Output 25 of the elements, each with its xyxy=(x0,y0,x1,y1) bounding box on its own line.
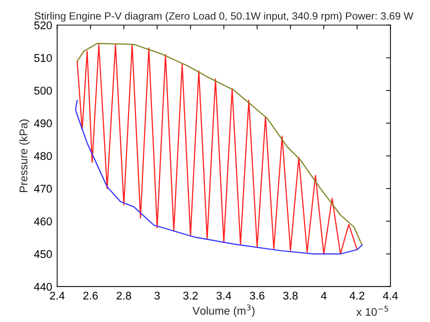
x-axis-title: Volume (m$^{3}$) xyxy=(192,304,255,317)
x-tick-label: 2.4 xyxy=(50,292,65,300)
y-tick-label: 490 xyxy=(34,119,52,128)
x-tick-label: 3.8 xyxy=(283,292,298,300)
y-tick-label: 480 xyxy=(34,152,52,160)
y-tick-label: 460 xyxy=(34,217,52,226)
x-tick-label: 4.2 xyxy=(350,292,364,300)
y-tick-label: 440 xyxy=(34,282,52,291)
y-tick-label: 510 xyxy=(34,54,52,62)
x-tick-label: 3.2 xyxy=(183,292,198,300)
y-tick-label: 470 xyxy=(34,184,52,193)
y-tick-label: 500 xyxy=(34,86,52,95)
y-axis-title: Pressure (kPa) xyxy=(19,119,30,192)
chart-title: Stirling Engine P-V diagram (Zero Load 0, 50.1W input, 340.9 rpm) Power: 3.69 W xyxy=(34,12,414,22)
x-tick-label: 3.6 xyxy=(250,292,264,300)
text: x 10$^{−5}$ xyxy=(356,306,388,316)
x-tick-label: 3.4 xyxy=(216,292,232,300)
x-tick-label: 4 xyxy=(320,292,327,300)
y-tick-label: 450 xyxy=(34,250,52,258)
line-series xyxy=(74,100,363,254)
x-tick-label: 2.6 xyxy=(83,292,98,300)
x-tick-label: 2.8 xyxy=(116,292,132,300)
y-tick-label: 520 xyxy=(34,21,52,30)
x-tick-label: 3 xyxy=(154,292,160,300)
x-tick-label: 4.4 xyxy=(382,292,398,300)
